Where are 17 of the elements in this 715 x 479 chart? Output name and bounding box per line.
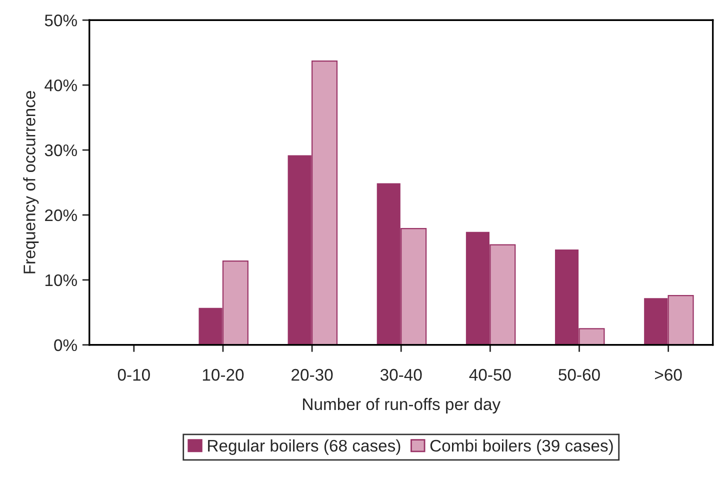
- x-tick-label: 10-20: [202, 368, 244, 381]
- legend-label: Regular boilers (68 cases): [208, 439, 400, 455]
- x-tick-label: 50-60: [558, 368, 600, 381]
- y-axis-title: Frequency of occurrence: [23, 91, 39, 274]
- legend-label: Combi boilers (39 cases): [430, 439, 613, 455]
- x-tick-label: 40-50: [469, 368, 511, 381]
- x-tick-label: >60: [655, 368, 682, 381]
- x-tick-label: 20-30: [292, 368, 333, 381]
- y-tick-label: 30%: [44, 144, 77, 156]
- y-tick-label: 50%: [44, 14, 77, 26]
- y-tick-label: 40%: [44, 79, 77, 92]
- x-tick-label: 30-40: [380, 368, 422, 381]
- x-axis-title: Number of run-offs per day: [303, 398, 501, 414]
- y-tick-label: 10%: [45, 274, 77, 286]
- x-tick-label: 0-10: [118, 368, 150, 381]
- y-tick-label: 20%: [45, 209, 77, 222]
- y-tick-label: 0%: [54, 339, 77, 352]
